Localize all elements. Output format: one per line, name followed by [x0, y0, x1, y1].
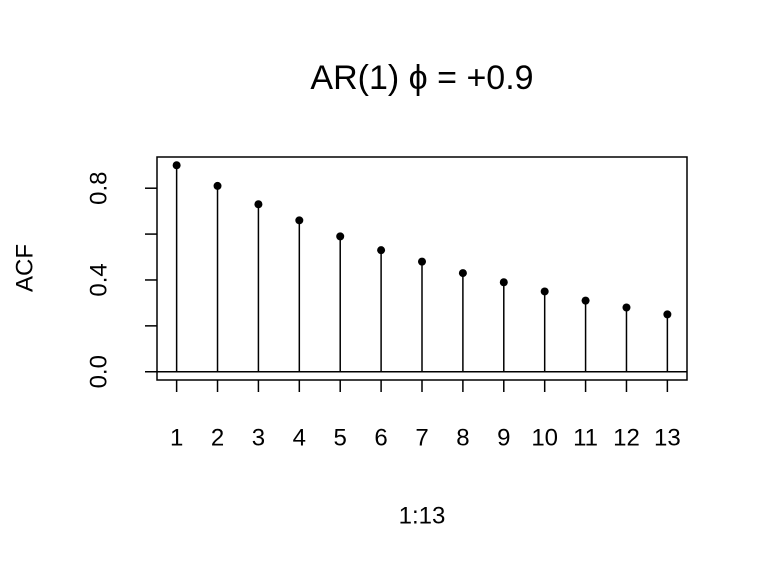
- point: [663, 310, 672, 319]
- x-tick-label: 2: [211, 424, 224, 451]
- y-tick-label: 0.8: [85, 172, 112, 205]
- point: [540, 287, 549, 296]
- x-tick-label: 9: [497, 424, 510, 451]
- y-tick-label: 0.0: [85, 355, 112, 388]
- x-tick-label: 1: [170, 424, 183, 451]
- point: [213, 181, 222, 190]
- point: [499, 278, 508, 287]
- x-tick-label: 4: [293, 424, 306, 451]
- point: [622, 303, 631, 312]
- x-tick-label: 13: [654, 424, 681, 451]
- x-tick-label: 3: [252, 424, 265, 451]
- x-tick-label: 8: [456, 424, 469, 451]
- point: [295, 216, 304, 225]
- point: [172, 161, 181, 170]
- x-tick-label: 7: [415, 424, 428, 451]
- x-tick-label: 11: [573, 424, 598, 451]
- y-axis-label: ACF: [11, 244, 38, 292]
- x-axis-label: 1:13: [399, 502, 446, 529]
- point: [418, 257, 426, 266]
- x-tick-label: 5: [334, 424, 347, 451]
- point: [581, 296, 590, 305]
- point: [254, 200, 263, 209]
- x-tick-label: 6: [374, 424, 387, 451]
- point: [377, 246, 386, 255]
- point: [336, 232, 345, 241]
- x-tick-label: 12: [613, 424, 640, 451]
- y-tick-label: 0.4: [85, 263, 112, 296]
- chart-title: AR(1) ϕ = +0.9: [310, 59, 533, 97]
- x-tick-label: 10: [531, 424, 558, 451]
- point: [458, 269, 467, 278]
